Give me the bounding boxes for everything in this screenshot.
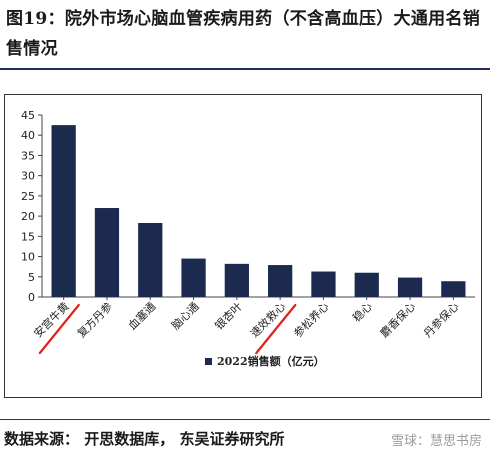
- y-tick-label: 20: [21, 210, 35, 223]
- source-divider: [0, 419, 490, 420]
- bar: [311, 271, 336, 297]
- bar: [268, 265, 293, 297]
- x-tick-label: 参松养心: [291, 299, 332, 340]
- x-tick-label: 复方丹参: [74, 299, 115, 340]
- bar: [224, 263, 249, 297]
- chart-frame: 0 5 10 15 20 25 30 35 40 45 安宫牛黄 复方丹参 血塞通 脑心通 银杏叶 速效救心参…: [4, 94, 482, 398]
- y-tick-label: 35: [21, 149, 35, 162]
- y-tick-label: 40: [21, 129, 35, 142]
- source-note: 数据来源： 开思数据库， 东吴证券研究所: [4, 430, 285, 448]
- chart-title: 图19：院外市场心脑血管疾病用药（不含高血压）大通用名销售情况: [6, 9, 481, 59]
- x-tick-label: 脑心通: [169, 300, 202, 333]
- watermark: 雪球：慧思书房: [390, 434, 482, 449]
- bar: [138, 222, 163, 297]
- y-tick-label: 30: [21, 170, 35, 183]
- bar-chart: 051015202530354045安宫牛黄 复方丹参 血塞通 脑心通 银杏叶 速效救心参…: [21, 109, 475, 368]
- x-tick-label: 麝香保心: [377, 299, 418, 340]
- bar: [397, 277, 423, 297]
- x-tick-label: 稳心: [349, 299, 374, 324]
- bar: [94, 208, 120, 297]
- highlight-mark: [38, 303, 80, 355]
- y-tick-label: 0: [28, 291, 35, 304]
- bar: [51, 125, 76, 297]
- y-tick-label: 25: [21, 190, 35, 203]
- legend-label: 2022销售额（亿元）: [217, 354, 325, 368]
- x-tick-label: 银杏叶: [212, 299, 245, 332]
- bar: [354, 272, 379, 297]
- x-tick-label: 血塞通: [125, 299, 158, 332]
- highlight-mark: [255, 303, 297, 355]
- y-tick-label: 15: [21, 230, 35, 243]
- bar: [181, 258, 206, 297]
- x-tick-label: 丹参保心: [420, 299, 461, 340]
- title-divider: [0, 68, 490, 70]
- y-tick-label: 45: [21, 109, 35, 122]
- y-tick-label: 10: [21, 251, 35, 264]
- y-tick-label: 5: [28, 271, 35, 284]
- bar: [441, 281, 466, 297]
- legend-swatch: [205, 358, 212, 365]
